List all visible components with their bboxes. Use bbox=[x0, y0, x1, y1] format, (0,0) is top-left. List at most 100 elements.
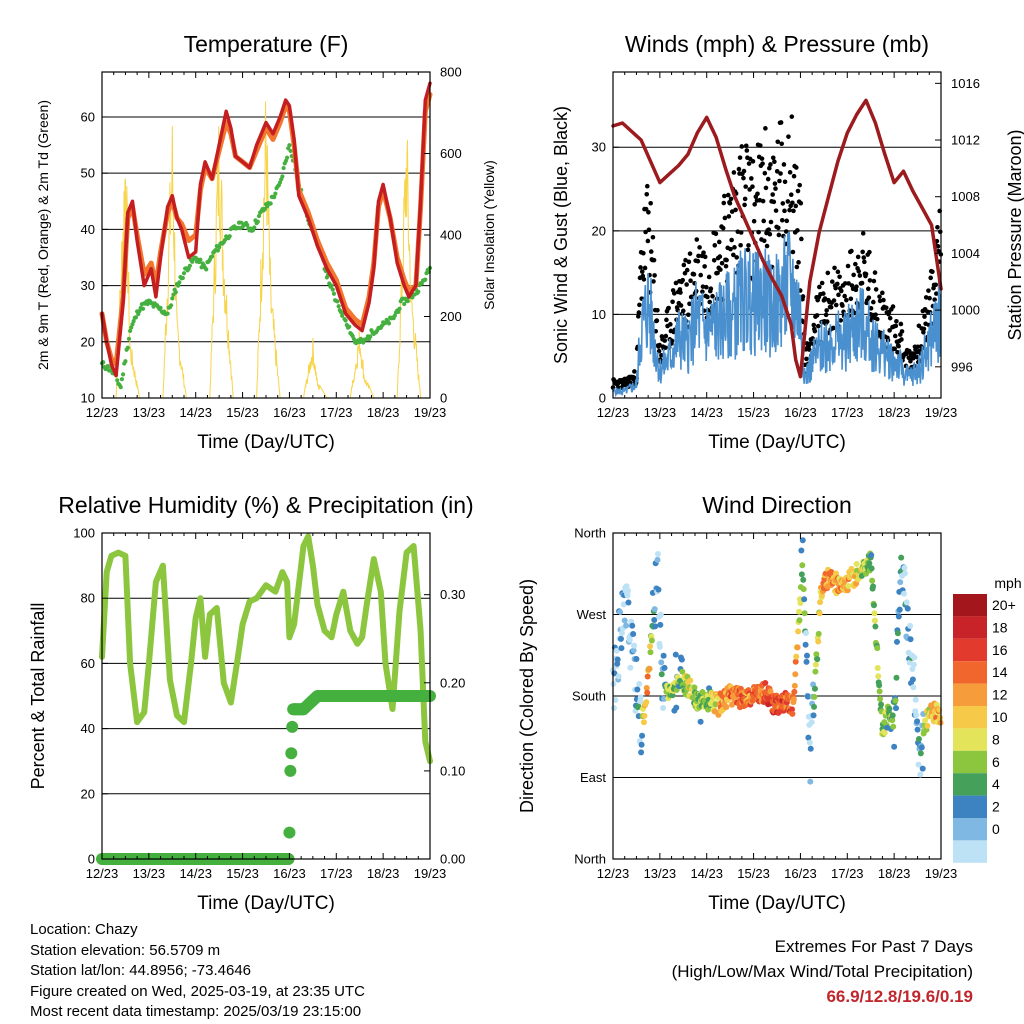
dewpoint-point bbox=[281, 165, 286, 171]
gust-point bbox=[933, 282, 939, 288]
gust-point bbox=[871, 278, 877, 284]
direction-point bbox=[679, 668, 686, 675]
dewpoint-point bbox=[120, 372, 126, 377]
gust-point bbox=[728, 196, 734, 202]
direction-ylabel: Direction (Colored By Speed) bbox=[517, 579, 537, 813]
gust-point bbox=[791, 208, 796, 214]
direction-point bbox=[638, 741, 645, 748]
direction-point bbox=[866, 560, 873, 567]
direction-point bbox=[767, 688, 774, 695]
created-text: Figure created on Wed, 2025-03-19, at 23… bbox=[30, 982, 365, 1000]
gust-point bbox=[694, 237, 700, 242]
gust-point bbox=[815, 323, 821, 329]
precip-point bbox=[283, 826, 296, 839]
dewpoint-point bbox=[204, 267, 209, 272]
y-tick-label: 30 bbox=[592, 140, 606, 155]
gust-point bbox=[781, 162, 787, 167]
x-tick-label: 12/23 bbox=[597, 866, 630, 881]
gust-point bbox=[892, 346, 898, 352]
gust-point bbox=[793, 203, 799, 209]
direction-point bbox=[915, 761, 922, 768]
direction-point bbox=[868, 565, 875, 572]
gust-point bbox=[899, 329, 905, 334]
gust-point bbox=[856, 269, 862, 274]
legend-swatch bbox=[953, 683, 987, 706]
direction-point bbox=[816, 610, 823, 617]
legend-label: 0 bbox=[992, 821, 1000, 837]
winds-panel bbox=[610, 98, 944, 398]
gust-point bbox=[713, 231, 719, 237]
precip-point bbox=[285, 747, 298, 760]
direction-point bbox=[815, 630, 822, 637]
direction-point bbox=[657, 611, 664, 618]
direction-point bbox=[893, 705, 900, 712]
direction-point bbox=[660, 705, 667, 712]
humidity-ylabel: Percent & Total Rainfall bbox=[28, 603, 48, 790]
gust-point bbox=[652, 273, 657, 278]
gust-point bbox=[772, 181, 778, 186]
timestamp-text: Most recent data timestamp: 2025/03/19 2… bbox=[30, 1003, 362, 1020]
gust-point bbox=[898, 321, 904, 327]
gust-point bbox=[762, 170, 768, 176]
legend-swatch bbox=[953, 840, 987, 863]
direction-point bbox=[672, 651, 679, 658]
gust-point bbox=[758, 143, 763, 148]
gust-point bbox=[868, 306, 874, 311]
x-tick-label: 19/23 bbox=[414, 866, 447, 881]
gust-point bbox=[775, 139, 781, 145]
gust-point bbox=[895, 349, 900, 355]
direction-point bbox=[799, 537, 806, 544]
dewpoint-point bbox=[129, 325, 134, 330]
dewpoint-point bbox=[105, 363, 110, 369]
direction-point bbox=[796, 608, 803, 615]
gust-point bbox=[662, 345, 668, 350]
gust-point bbox=[861, 255, 867, 260]
x-tick-label: 13/23 bbox=[644, 405, 677, 420]
extremes-values: 66.9/12.8/19.6/0.19 bbox=[826, 987, 973, 1006]
y-right-tick-label: 1008 bbox=[951, 189, 980, 204]
x-tick-label: 18/23 bbox=[878, 405, 911, 420]
direction-point bbox=[912, 696, 919, 703]
dewpoint-point bbox=[284, 155, 290, 160]
x-tick-label: 19/23 bbox=[925, 405, 958, 420]
direction-point bbox=[612, 696, 619, 703]
dewpoint-point bbox=[397, 306, 402, 311]
direction-point bbox=[794, 644, 801, 651]
gust-point bbox=[680, 277, 686, 283]
x-tick-label: 16/23 bbox=[784, 405, 817, 420]
direction-point bbox=[614, 656, 621, 663]
direction-point bbox=[723, 704, 730, 711]
dewpoint-point bbox=[416, 289, 421, 294]
dewpoint-point bbox=[392, 313, 397, 318]
x-tick-label: 13/23 bbox=[644, 866, 677, 881]
gust-point bbox=[765, 176, 771, 182]
x-tick-label: 17/23 bbox=[320, 866, 353, 881]
y-tick-label: 40 bbox=[81, 222, 95, 237]
direction-point bbox=[658, 659, 665, 666]
gust-point bbox=[930, 269, 935, 275]
dewpoint-point bbox=[126, 336, 132, 341]
y-tick-label: 30 bbox=[81, 278, 95, 293]
direction-point bbox=[789, 710, 796, 717]
y-tick-label: 0 bbox=[599, 391, 606, 406]
direction-point bbox=[655, 586, 662, 593]
gust-point bbox=[825, 270, 831, 276]
gust-point bbox=[743, 143, 749, 149]
gust-point bbox=[872, 270, 878, 275]
gust-point bbox=[848, 296, 854, 302]
direction-point bbox=[889, 717, 896, 724]
direction-point bbox=[895, 613, 902, 620]
dewpoint-point bbox=[169, 303, 174, 308]
gust-point bbox=[824, 319, 830, 324]
gust-point bbox=[745, 247, 751, 253]
gust-point bbox=[770, 155, 776, 161]
gust-point bbox=[722, 215, 728, 221]
direction-point bbox=[853, 560, 860, 567]
gust-point bbox=[646, 210, 651, 215]
winds-axes: 12/23 13/23 14/23 15/23 16/23 17/23 18/23 19/23… bbox=[592, 71, 980, 420]
direction-point bbox=[635, 703, 642, 710]
gust-point bbox=[795, 228, 800, 233]
direction-point bbox=[793, 653, 800, 660]
gust-point bbox=[669, 338, 675, 344]
direction-point bbox=[803, 658, 810, 665]
